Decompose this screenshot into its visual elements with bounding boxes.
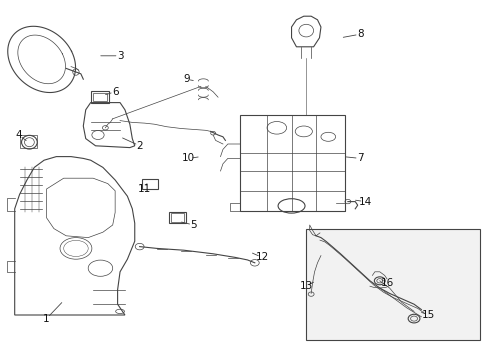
Text: 10: 10: [182, 153, 195, 163]
Text: 15: 15: [422, 310, 436, 320]
Text: 6: 6: [112, 87, 119, 97]
Text: 7: 7: [357, 153, 364, 163]
Text: 16: 16: [380, 278, 394, 288]
Text: 14: 14: [358, 197, 372, 207]
Bar: [306, 229, 480, 340]
Text: 9: 9: [183, 74, 190, 84]
Bar: [169, 212, 186, 223]
Text: 11: 11: [138, 184, 151, 194]
Text: 4: 4: [15, 130, 22, 140]
Text: 2: 2: [136, 141, 143, 151]
Text: 3: 3: [117, 51, 123, 61]
Text: 1: 1: [43, 314, 50, 324]
Bar: [240, 115, 345, 211]
Bar: [91, 91, 109, 103]
Bar: [171, 213, 184, 222]
Bar: [142, 179, 158, 189]
Text: 5: 5: [190, 220, 197, 230]
Text: 13: 13: [299, 281, 313, 291]
Text: 12: 12: [255, 252, 269, 262]
Bar: [93, 93, 107, 101]
Text: 8: 8: [357, 29, 364, 39]
